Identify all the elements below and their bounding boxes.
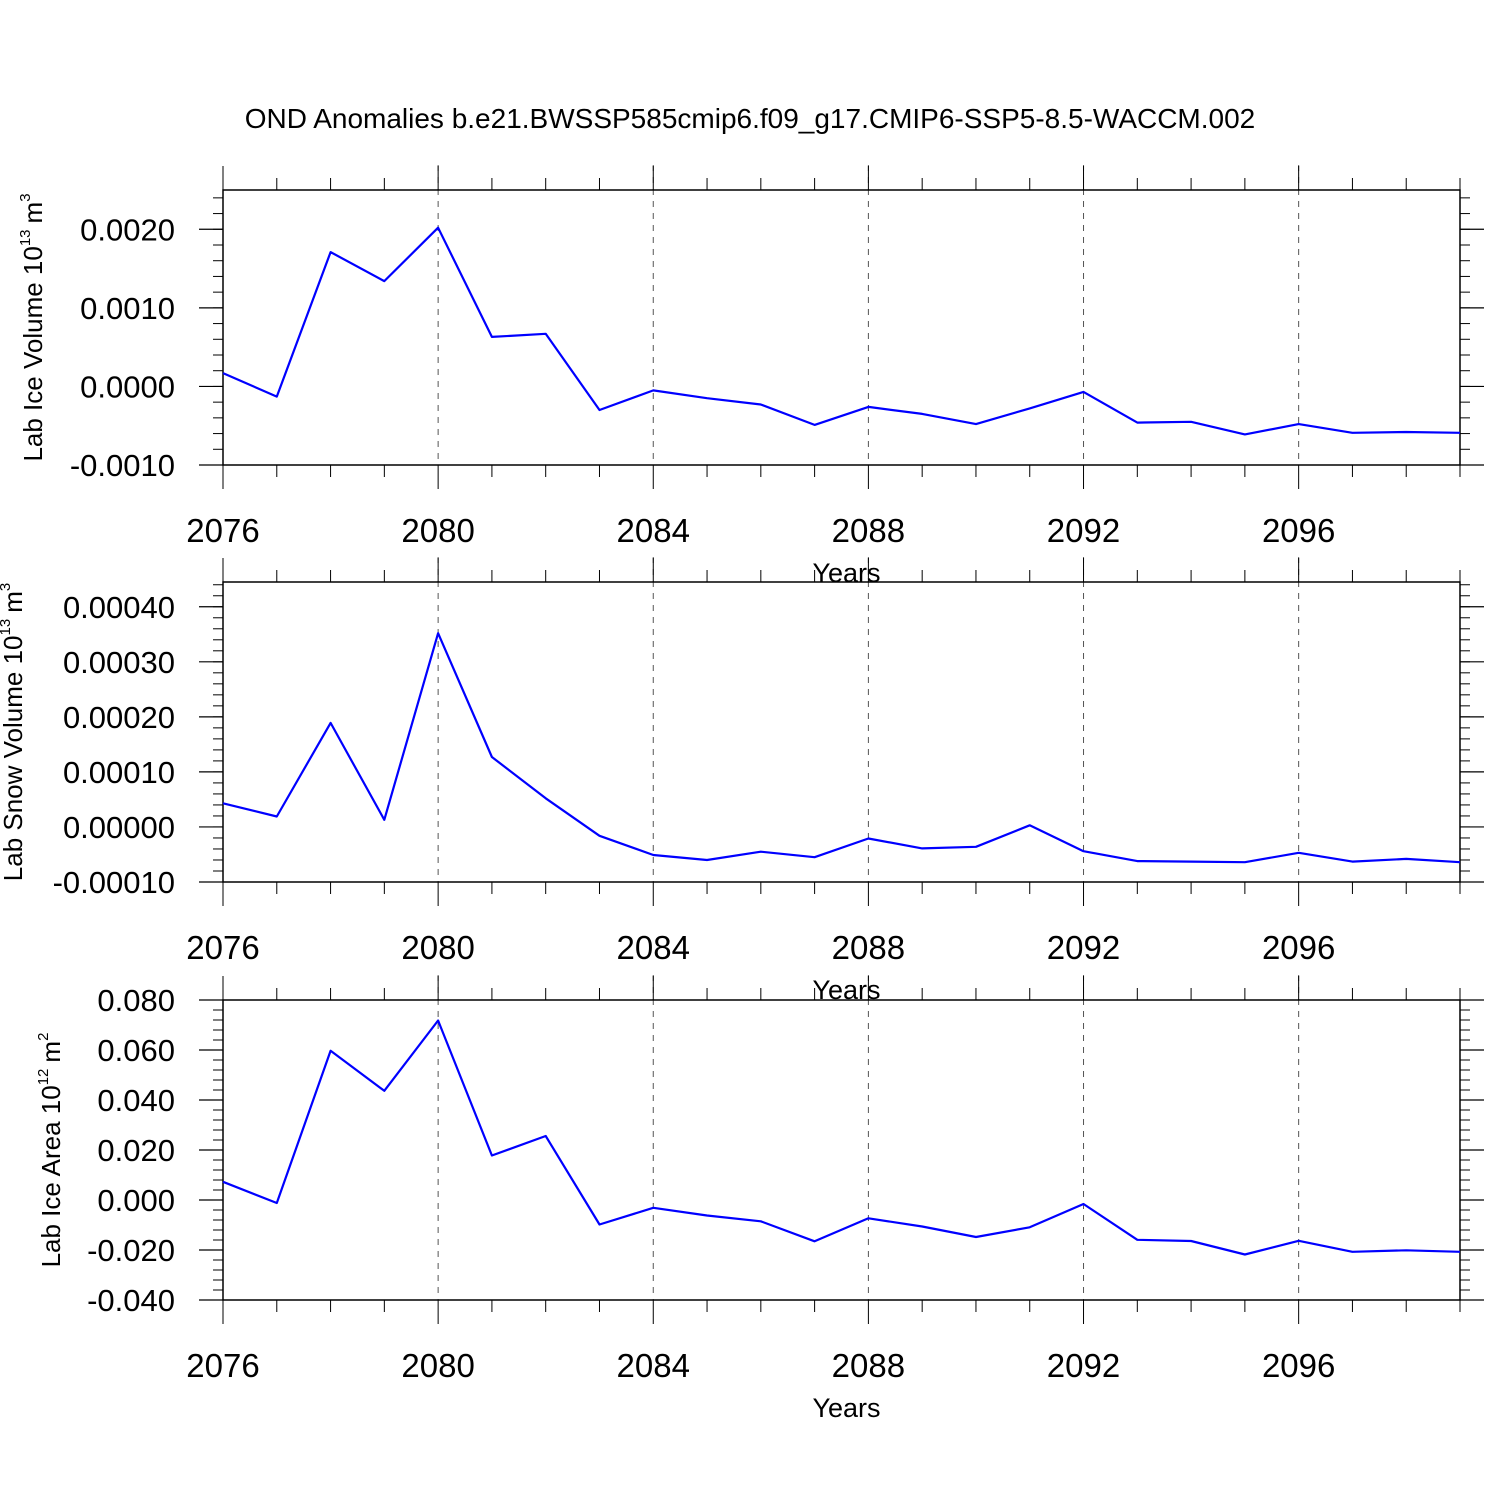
- x-tick-label: 2084: [617, 929, 690, 966]
- x-tick-label: 2092: [1047, 929, 1120, 966]
- y-axis-label: Lab Ice Area 1012 m2: [35, 1033, 66, 1268]
- y-tick-label: 0.080: [97, 983, 175, 1018]
- y-tick-label: 0.000: [97, 1183, 175, 1218]
- panel-2: 2076 2080 2084 2088 2092 2096 -0.00010 0.00000 0…: [0, 557, 1484, 1005]
- x-tick-label: 2088: [832, 929, 905, 966]
- y-tick-label: 0.00020: [63, 700, 175, 735]
- chart-title: OND Anomalies b.e21.BWSSP585cmip6.f09_g1…: [245, 103, 1256, 134]
- y-axis-label-unit-exponent: 3: [0, 583, 14, 591]
- panels-container: 2076 2080 2084 2088 2092 2096 -0.0010 0.0000 0.0…: [0, 165, 1484, 1423]
- y-axis-label-unit: m: [36, 1041, 66, 1063]
- x-tick-label: 2096: [1262, 929, 1335, 966]
- x-tick-label: 2080: [401, 929, 474, 966]
- y-axis-label-exponent: 12: [35, 1069, 52, 1086]
- y-tick-label: 0.0000: [80, 369, 175, 404]
- x-tick-label: 2096: [1262, 512, 1335, 549]
- y-tick-label: 0.00010: [63, 755, 175, 790]
- y-tick-label: 0.060: [97, 1033, 175, 1068]
- x-tick-label: 2084: [617, 1347, 690, 1384]
- series-line: [222, 226, 1461, 436]
- y-tick-label: 0.0020: [80, 212, 175, 247]
- y-axis-label-exponent: 13: [0, 619, 14, 636]
- y-axis-label-text: Lab Ice Area 10: [36, 1085, 66, 1267]
- x-tick-label: 2080: [401, 1347, 474, 1384]
- x-tick-label: 2076: [186, 929, 259, 966]
- y-tick-label: 0.00040: [63, 590, 175, 625]
- y-axis-label-exponent: 13: [17, 229, 34, 246]
- y-tick-label: -0.040: [87, 1283, 175, 1318]
- plot-frame: [222, 999, 1461, 1301]
- x-axis-label: Years: [812, 558, 880, 588]
- x-axis-label: Years: [812, 1393, 880, 1423]
- y-tick-label: -0.00010: [53, 865, 175, 900]
- x-tick-label: 2076: [186, 512, 259, 549]
- x-tick-label: 2088: [832, 512, 905, 549]
- y-tick-label: -0.020: [87, 1233, 175, 1268]
- y-axis-label: Lab Ice Volume 1013 m3: [17, 193, 48, 461]
- y-tick-label: 0.00030: [63, 645, 175, 680]
- y-axis-label-unit: m: [18, 202, 48, 224]
- x-tick-label: 2088: [832, 1347, 905, 1384]
- y-tick-label: -0.0010: [70, 448, 175, 483]
- plot-frame: [222, 581, 1461, 883]
- panel-1: 2076 2080 2084 2088 2092 2096 -0.0010 0.0000 0.0…: [17, 165, 1484, 588]
- x-tick-label: 2096: [1262, 1347, 1335, 1384]
- x-tick-label: 2080: [401, 512, 474, 549]
- x-tick-label: 2076: [186, 1347, 259, 1384]
- y-tick-label: 0.040: [97, 1083, 175, 1118]
- y-axis-label-unit-exponent: 3: [17, 193, 34, 201]
- y-axis-label: Lab Snow Volume 1013 m3: [0, 583, 28, 881]
- y-axis-label-text: Lab Ice Volume 10: [18, 246, 48, 461]
- series-line: [222, 1019, 1461, 1256]
- y-tick-label: 0.0010: [80, 291, 175, 326]
- y-axis-label-unit: m: [0, 591, 28, 613]
- series-line: [222, 632, 1461, 864]
- y-tick-label: 0.00000: [63, 810, 175, 845]
- x-tick-label: 2092: [1047, 1347, 1120, 1384]
- panel-3: 2076 2080 2084 2088 2092 2096 -0.040 -0.020 0.00…: [35, 975, 1484, 1423]
- x-tick-label: 2084: [617, 512, 690, 549]
- y-axis-label-text: Lab Snow Volume 10: [0, 635, 28, 881]
- y-tick-label: 0.020: [97, 1133, 175, 1168]
- y-axis-label-unit-exponent: 2: [35, 1033, 52, 1041]
- plot-frame: [222, 189, 1461, 466]
- x-tick-label: 2092: [1047, 512, 1120, 549]
